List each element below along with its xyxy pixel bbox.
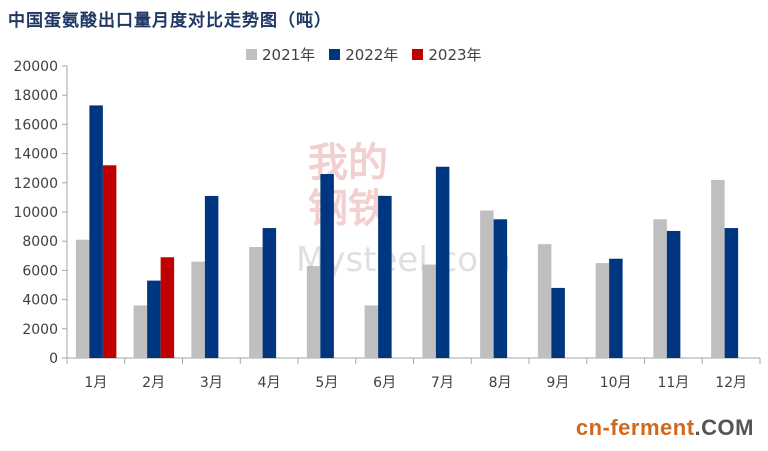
legend-swatch-2022	[329, 49, 341, 60]
y-tick-label: 18000	[13, 88, 58, 104]
bar-2022-8	[493, 219, 508, 358]
bar-2022-1	[89, 105, 103, 358]
x-tick-label: 6月	[373, 375, 396, 391]
bar-2023-1	[102, 165, 117, 358]
bar-2021-11	[653, 219, 667, 358]
x-tick-label: 8月	[489, 375, 512, 391]
x-tick-label: 4月	[258, 375, 281, 391]
x-tick-label: 1月	[84, 375, 107, 391]
bar-2022-9	[551, 287, 565, 358]
bar-2022-10	[609, 258, 623, 358]
y-tick-label: 4000	[22, 293, 58, 309]
x-tick-label: 5月	[315, 375, 338, 391]
legend-swatch-2023	[412, 49, 424, 60]
bar-2021-2	[133, 305, 148, 358]
legend-label-2023: 2023年	[428, 46, 482, 64]
y-tick-label: 6000	[22, 263, 58, 279]
bar-2021-12	[711, 179, 725, 358]
bar-2021-9	[537, 244, 552, 358]
x-tick-label: 3月	[200, 375, 223, 391]
y-tick-label: 12000	[13, 176, 58, 192]
legend: 2021年 2022年 2023年	[246, 44, 482, 65]
bar-2022-6	[378, 195, 392, 358]
brand-main: cn-ferment	[575, 415, 695, 440]
bar-2021-6	[364, 305, 379, 358]
x-tick-label: 11月	[657, 375, 689, 391]
bar-2023-2	[160, 257, 175, 358]
y-tick-label: 20000	[13, 59, 58, 75]
bar-2021-1	[75, 239, 90, 358]
x-tick-label: 9月	[546, 375, 569, 391]
bar-2021-5	[306, 266, 321, 358]
legend-item-2021: 2021年	[246, 44, 315, 65]
legend-item-2023: 2023年	[412, 44, 482, 65]
y-tick-label: 2000	[22, 322, 58, 338]
bar-2022-11	[666, 230, 681, 358]
bar-2022-4	[262, 228, 277, 358]
y-tick-label: 16000	[13, 117, 58, 133]
y-tick-label: 14000	[13, 147, 58, 163]
y-tick-label: 8000	[22, 234, 58, 250]
y-tick-label: 10000	[13, 205, 58, 221]
bar-2021-3	[191, 261, 205, 358]
legend-item-2022: 2022年	[329, 44, 398, 65]
bar-2021-4	[249, 247, 263, 358]
brand-logo: cn-ferment.COM	[576, 415, 754, 441]
x-tick-label: 10月	[600, 375, 632, 391]
bar-2022-5	[320, 174, 334, 358]
bar-2022-7	[435, 166, 450, 358]
chart-title: 中国蛋氨酸出口量月度对比走势图（吨）	[8, 11, 332, 31]
bar-2022-3	[204, 195, 219, 358]
bar-2021-7	[422, 264, 436, 358]
bar-2021-8	[480, 210, 494, 358]
x-tick-label: 12月	[715, 375, 747, 391]
y-tick-label: 0	[49, 351, 58, 367]
legend-label-2021: 2021年	[262, 46, 316, 64]
bar-2022-2	[147, 280, 161, 358]
x-tick-label: 7月	[431, 375, 454, 391]
legend-label-2022: 2022年	[345, 46, 399, 64]
legend-swatch-2021	[246, 49, 257, 60]
bar-2021-10	[595, 263, 610, 358]
x-tick-label: 2月	[142, 375, 165, 391]
bar-2022-12	[724, 228, 739, 358]
brand-suffix: .COM	[694, 415, 754, 440]
